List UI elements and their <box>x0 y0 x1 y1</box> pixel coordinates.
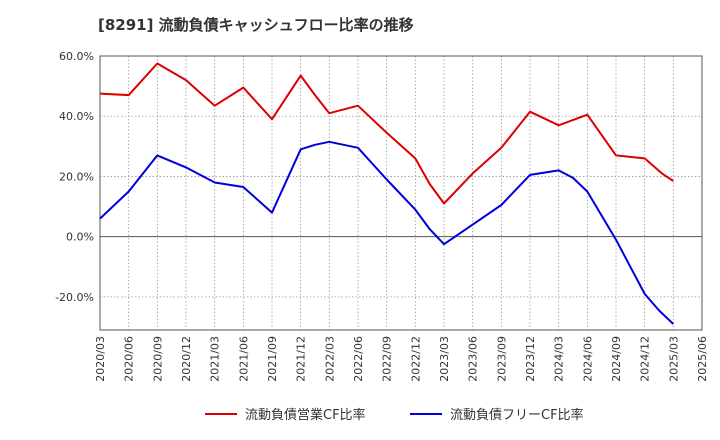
legend-label-1: 流動負債営業CF比率 <box>245 407 366 423</box>
x-tick-label: 2024/09 <box>610 336 623 382</box>
x-tick-label: 2024/12 <box>639 336 652 382</box>
chart-title: [8291] 流動負債キャッシュフロー比率の推移 <box>98 16 414 34</box>
x-tick-label: 2021/09 <box>266 336 279 382</box>
x-tick-label: 2023/03 <box>438 336 451 382</box>
x-tick-label: 2024/03 <box>553 336 566 382</box>
x-tick-label: 2020/09 <box>151 336 164 382</box>
x-tick-label: 2022/12 <box>409 336 422 382</box>
x-tick-label: 2023/06 <box>467 336 480 382</box>
x-tick-label: 2025/06 <box>696 336 709 382</box>
x-tick-label: 2021/12 <box>295 336 308 382</box>
x-tick-label: 2023/09 <box>495 336 508 382</box>
y-tick-label: -20.0% <box>55 291 94 304</box>
x-tick-label: 2022/03 <box>323 336 336 382</box>
x-tick-label: 2020/03 <box>94 336 107 382</box>
y-tick-label: 20.0% <box>59 170 94 183</box>
y-tick-label: 60.0% <box>59 50 94 63</box>
legend-label-2: 流動負債フリーCF比率 <box>450 407 584 423</box>
x-tick-label: 2023/12 <box>524 336 537 382</box>
y-tick-label: 40.0% <box>59 110 94 123</box>
x-tick-label: 2025/03 <box>667 336 680 382</box>
y-tick-label: 0.0% <box>66 231 94 244</box>
series-line-2 <box>99 140 674 325</box>
x-tick-label: 2021/03 <box>209 336 222 382</box>
x-tick-label: 2020/12 <box>180 336 193 382</box>
x-tick-label: 2022/09 <box>381 336 394 382</box>
series-line-1 <box>99 62 674 205</box>
x-tick-label: 2024/06 <box>581 336 594 382</box>
x-tick-label: 2020/06 <box>123 336 136 382</box>
x-tick-label: 2021/06 <box>237 336 250 382</box>
x-tick-label: 2022/06 <box>352 336 365 382</box>
plot-frame <box>99 55 703 331</box>
